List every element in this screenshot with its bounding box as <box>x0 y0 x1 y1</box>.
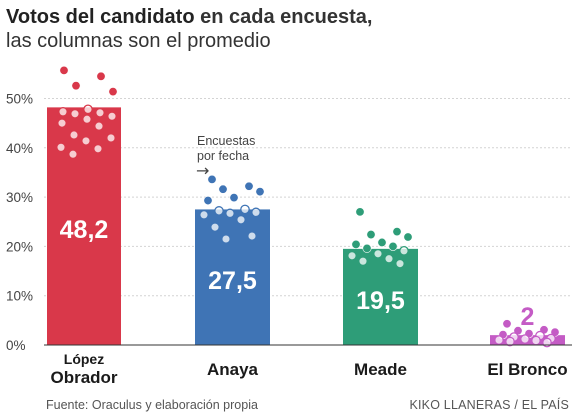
category-label-line: Anaya <box>207 360 259 379</box>
poll-dot <box>392 227 402 237</box>
poll-dot <box>81 136 91 146</box>
value-label: 19,5 <box>356 287 405 315</box>
category-label: Anaya <box>207 360 259 379</box>
poll-dot <box>255 187 265 197</box>
y-tick-label: 10% <box>6 289 33 304</box>
y-tick-label: 0% <box>6 338 26 353</box>
y-tick-label: 20% <box>6 239 33 254</box>
poll-dot <box>395 258 405 269</box>
poll-dot <box>247 231 257 241</box>
poll-dot <box>82 114 92 125</box>
category-label-line: López <box>64 351 104 367</box>
poll-dot <box>221 234 231 244</box>
value-label: 27,5 <box>208 267 257 295</box>
poll-dot <box>59 65 69 75</box>
poll-dot <box>531 335 541 346</box>
category-label: Meade <box>354 360 407 379</box>
chart-title: Votos del candidato en cada encuesta, <box>6 5 372 29</box>
chart-title-rest: en cada encuesta, <box>194 6 373 28</box>
poll-dot <box>218 184 228 194</box>
poll-dot <box>108 87 118 97</box>
chart-subtitle: las columnas son el promedio <box>6 30 271 52</box>
credit-note: KIKO LLANERAS / EL PAÍS <box>409 398 569 412</box>
poll-dot <box>68 149 78 160</box>
value-label: 2 <box>521 303 535 331</box>
poll-dot <box>362 243 372 253</box>
category-label: López Obrador <box>50 351 117 387</box>
poll-dot <box>403 232 413 242</box>
poll-dot <box>207 174 217 184</box>
poll-dot <box>93 143 103 154</box>
poll-dot <box>107 111 117 122</box>
category-label-line: Meade <box>354 360 407 379</box>
y-tick-label: 30% <box>6 190 33 205</box>
poll-dot <box>56 142 66 153</box>
poll-dot <box>505 336 515 347</box>
poll-dot <box>57 118 67 129</box>
source-note: Fuente: Oraculus y elaboración propia <box>46 398 258 412</box>
poll-dot <box>71 81 81 91</box>
annotation-line2: por fecha <box>197 149 249 163</box>
y-tick-label: 50% <box>6 92 33 107</box>
poll-dot <box>210 222 220 233</box>
poll-dot <box>225 208 235 219</box>
poll-dot <box>229 193 239 203</box>
poll-dot <box>69 130 79 140</box>
poll-dot <box>240 204 250 215</box>
value-label: 48,2 <box>60 216 109 244</box>
annotation-arrow: → <box>196 161 209 180</box>
poll-dot <box>384 253 394 264</box>
poll-dot <box>214 206 224 216</box>
poll-dot <box>355 207 365 217</box>
category-label-line: Obrador <box>50 368 117 387</box>
poll-dot <box>203 196 213 206</box>
poll-dot <box>94 121 104 131</box>
chart-title-bold: Votos del candidato <box>6 6 195 28</box>
category-label: El Bronco <box>487 360 567 379</box>
poll-dot <box>199 209 209 220</box>
poll-dot <box>347 250 357 261</box>
poll-dot <box>520 334 530 344</box>
bar <box>343 248 418 345</box>
poll-dot <box>251 207 261 218</box>
poll-dot <box>373 248 383 259</box>
poll-dot <box>366 230 376 240</box>
poll-dot <box>96 71 106 81</box>
poll-dot <box>388 241 398 251</box>
poll-dot <box>70 108 80 119</box>
poll-dot <box>399 245 409 256</box>
category-label-line: El Bronco <box>487 360 567 379</box>
poll-dot <box>377 237 387 247</box>
poll-dot <box>502 319 512 329</box>
poll-dot <box>494 335 504 345</box>
poll-dot <box>83 104 93 115</box>
annotation-line1: Encuestas <box>197 134 255 148</box>
poll-dot <box>244 181 254 191</box>
poll-dot <box>106 133 116 143</box>
y-tick-label: 40% <box>6 141 33 156</box>
bar <box>195 209 270 345</box>
poll-dot <box>58 106 68 117</box>
poll-dot <box>95 107 105 118</box>
poll-dot <box>351 239 361 249</box>
poll-dot <box>236 214 246 225</box>
poll-dot <box>358 256 368 267</box>
